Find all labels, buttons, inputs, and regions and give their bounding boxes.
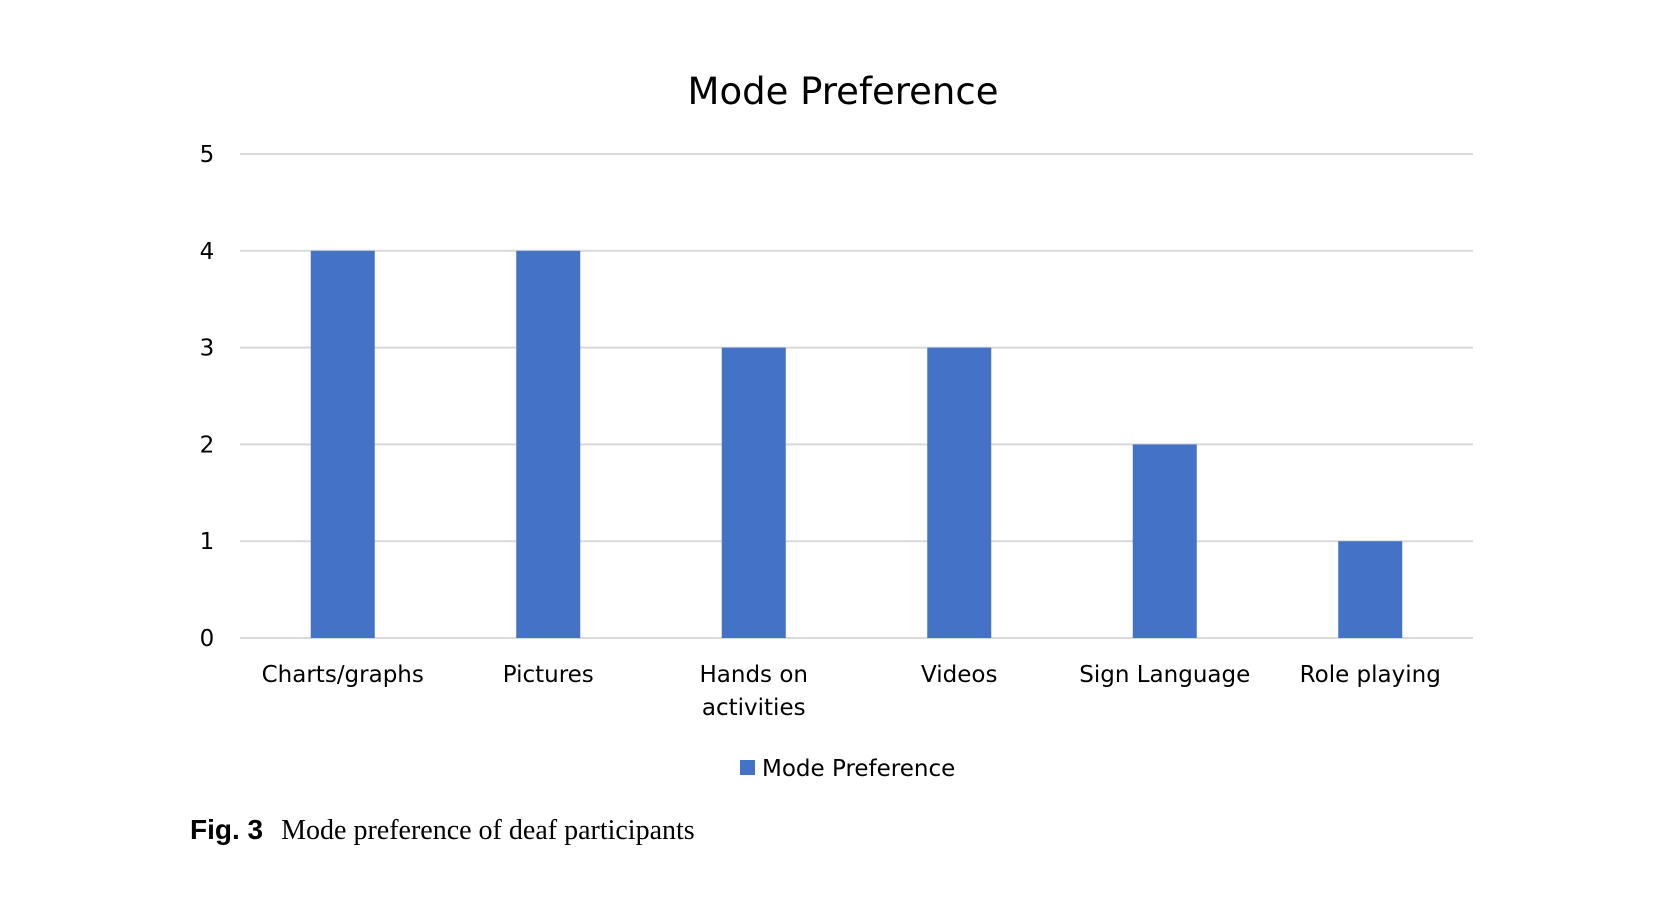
x-axis-labels: Charts/graphs Pictures Hands on activities V… <box>262 662 1441 721</box>
x-tick-label: Pictures <box>503 662 594 688</box>
y-tick-label: 2 <box>200 432 215 458</box>
y-tick-label: 1 <box>200 529 215 555</box>
chart-title: Mode Preference <box>688 70 999 113</box>
legend: Mode Preference <box>740 756 955 782</box>
x-tick-label: Charts/graphs <box>262 662 424 688</box>
figure-label: Fig. 3 <box>190 814 264 845</box>
y-tick-label: 0 <box>200 626 215 652</box>
bar <box>310 250 375 639</box>
bar <box>516 250 581 639</box>
y-tick-label: 3 <box>200 336 215 362</box>
bar <box>721 347 786 638</box>
x-tick-label: Hands on activities <box>699 662 808 721</box>
legend-label: Mode Preference <box>762 756 955 782</box>
bar <box>1132 444 1197 638</box>
y-tick-label: 4 <box>200 239 215 265</box>
x-tick-label: Sign Language <box>1079 662 1250 688</box>
bars <box>310 250 1403 639</box>
x-tick-label: Role playing <box>1300 662 1441 688</box>
y-tick-label: 5 <box>200 142 215 168</box>
y-axis-ticks: 0 1 2 3 4 5 <box>200 142 215 652</box>
figure-caption-text: Mode preference of deaf participants <box>281 815 695 846</box>
bar <box>927 347 992 638</box>
figure-caption: Fig. 3 Mode preference of deaf participan… <box>190 814 695 847</box>
x-tick-label: Videos <box>921 662 997 688</box>
legend-swatch <box>740 760 755 775</box>
bar <box>1338 541 1403 638</box>
gridlines <box>240 153 1473 639</box>
